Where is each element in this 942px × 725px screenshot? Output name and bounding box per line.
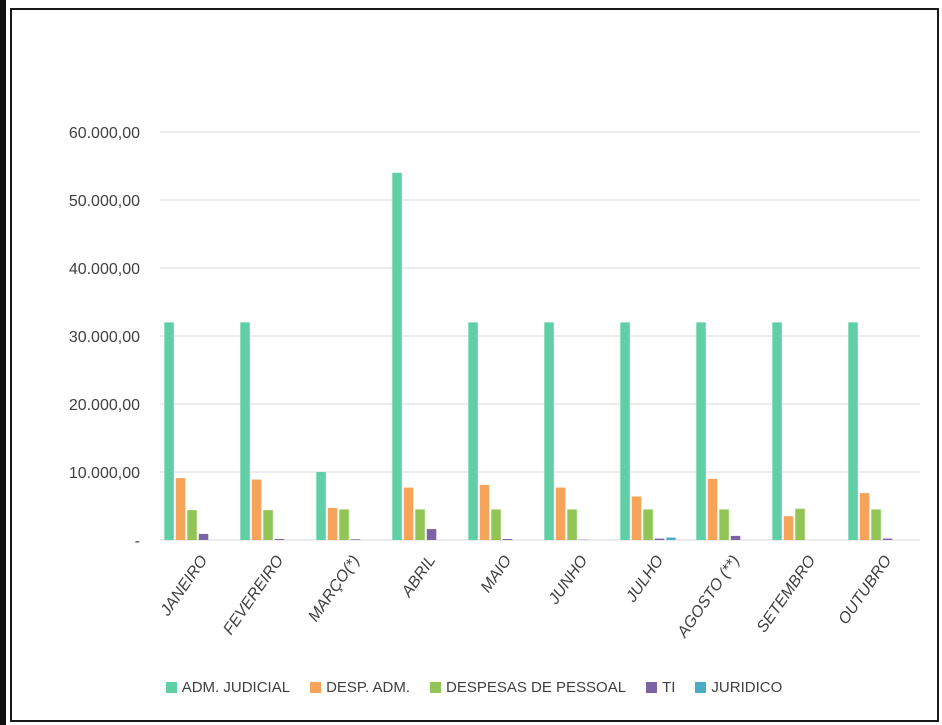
bar-adm-judicial-8 (772, 322, 782, 540)
y-tick-label: 40.000,00 (69, 261, 140, 278)
bars (164, 172, 893, 541)
legend-label: DESP. ADM. (326, 679, 410, 696)
x-category-label: JUNHO (545, 553, 591, 609)
x-category-label: MAIO (478, 553, 515, 596)
gridlines (160, 131, 920, 541)
bar-desp-adm-8 (783, 516, 794, 540)
bar-despesas-de-pessoal-6 (643, 509, 653, 540)
bar-despesas-de-pessoal-3 (415, 509, 425, 540)
bar-desp-adm-2 (327, 508, 338, 540)
bar-ti-9 (882, 538, 893, 540)
bar-desp-adm-6 (631, 496, 642, 540)
bar-adm-judicial-4 (468, 322, 478, 540)
x-category-label: JANEIRO (157, 553, 211, 620)
y-tick-label: 10.000,00 (69, 465, 140, 482)
legend-label: TI (662, 679, 676, 696)
legend-swatch (430, 682, 441, 693)
y-tick-label: 30.000,00 (69, 329, 140, 346)
legend-swatch (695, 682, 707, 693)
legend-item: JURIDICO (689, 679, 782, 696)
legend-label: DESPESAS DE PESSOAL (446, 679, 627, 696)
bar-ti-1 (274, 539, 285, 540)
legend-item: DESPESAS DE PESSOAL (424, 679, 626, 696)
legend-swatch (165, 682, 177, 693)
bar-despesas-de-pessoal-5 (567, 509, 577, 540)
bar-ti-4 (502, 539, 513, 540)
left-edge-bar (0, 0, 6, 725)
bar-despesas-de-pessoal-0 (187, 510, 197, 540)
bar-adm-judicial-2 (316, 472, 326, 540)
bar-adm-judicial-1 (240, 322, 250, 540)
bar-ti-6 (654, 538, 665, 540)
bar-desp-adm-0 (175, 478, 186, 540)
bar-adm-judicial-6 (620, 322, 630, 540)
y-axis-ticks: - 10.000,00 20.000,00 30.000,00 40.000,00 50.… (69, 125, 140, 550)
bar-adm-judicial-7 (696, 322, 706, 540)
legend: ADM. JUDICIAL DESP. ADM. DESPESAS DE PESSO… (0, 679, 942, 696)
bar-adm-judicial-3 (392, 172, 402, 541)
y-tick-label: 60.000,00 (69, 125, 140, 142)
bar-desp-adm-1 (251, 479, 262, 540)
x-category-label: MARÇO(*) (306, 553, 364, 625)
bar-despesas-de-pessoal-4 (491, 509, 501, 540)
bar-desp-adm-3 (403, 487, 414, 540)
x-axis-labels: JANEIRO FEVEREIRO MARÇO(*) ABRIL MAIO JUNHO JU… (157, 553, 895, 642)
bar-despesas-de-pessoal-2 (339, 509, 349, 540)
legend-label: ADM. JUDICIAL (181, 679, 291, 696)
legend-item: ADM. JUDICIAL (160, 679, 290, 696)
legend-item: TI (640, 679, 675, 696)
bar-despesas-de-pessoal-7 (719, 509, 729, 540)
x-category-label: SETEMBRO (754, 553, 819, 636)
bar-despesas-de-pessoal-9 (871, 509, 881, 540)
y-tick-label: 20.000,00 (69, 397, 140, 414)
bar-ti-0 (198, 533, 209, 540)
x-category-label: OUTUBRO (835, 553, 895, 628)
legend-label: JURIDICO (711, 679, 783, 696)
bar-ti-7 (730, 535, 741, 540)
bar-adm-judicial-9 (848, 322, 858, 540)
bar-despesas-de-pessoal-8 (795, 508, 805, 540)
bar-adm-judicial-5 (544, 322, 554, 540)
bar-ti-2 (350, 539, 361, 540)
bar-ti-3 (426, 529, 437, 540)
x-category-label: FEVEREIRO (220, 553, 287, 638)
x-category-label: JULHO (623, 553, 668, 607)
bar-desp-adm-7 (707, 478, 718, 540)
legend-item: DESP. ADM. (304, 679, 410, 696)
bar-adm-judicial-0 (164, 322, 174, 540)
bar-desp-adm-5 (555, 487, 566, 540)
bar-desp-adm-9 (859, 493, 870, 540)
bar-juridico-6 (666, 537, 676, 540)
x-category-label: ABRIL (398, 553, 439, 601)
legend-swatch (310, 682, 322, 693)
bar-despesas-de-pessoal-1 (263, 510, 273, 540)
y-tick-label: - (135, 533, 140, 550)
legend-swatch (646, 682, 658, 693)
bar-desp-adm-4 (479, 484, 490, 540)
y-tick-label: 50.000,00 (69, 193, 140, 210)
x-category-label: AGOSTO (**) (674, 553, 743, 642)
